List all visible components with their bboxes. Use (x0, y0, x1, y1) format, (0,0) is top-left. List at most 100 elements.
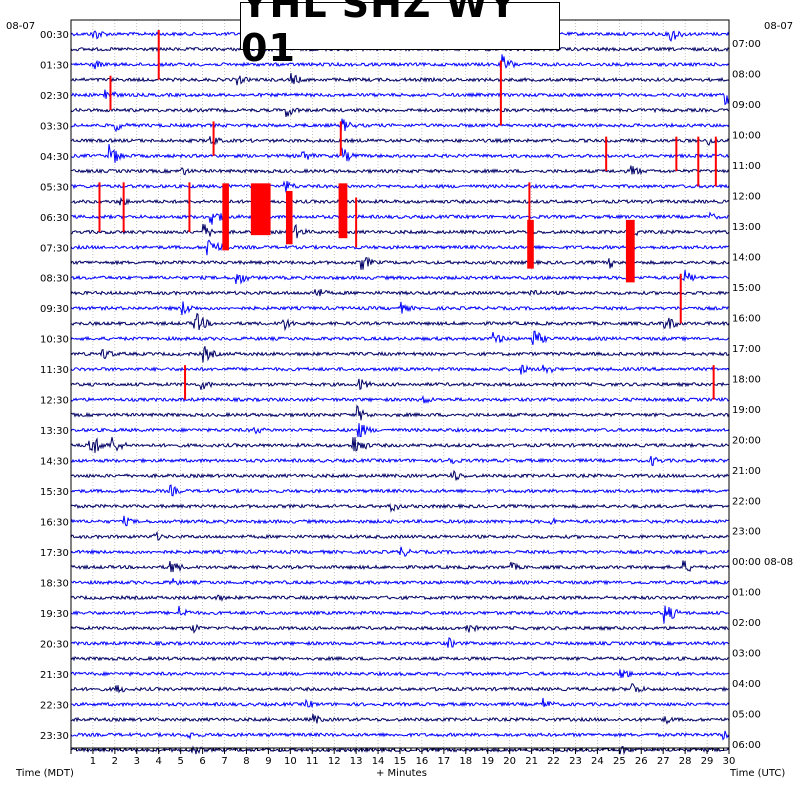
x-tick-label: 23 (569, 756, 582, 767)
trace-row (70, 223, 730, 239)
trace-row (70, 364, 730, 375)
right-time-label: 01:00 (732, 588, 761, 599)
trace-row (70, 730, 730, 741)
left-time-label: 11:30 (40, 365, 69, 376)
clipped-block (625, 219, 635, 283)
trace-row (70, 301, 730, 316)
x-tick-label: 27 (657, 756, 670, 767)
clipped-block (285, 190, 293, 245)
chart-title: YHL SHZ WY 01 (241, 0, 518, 70)
trace-row (71, 165, 730, 176)
right-time-label: 15:00 (732, 283, 761, 294)
left-time-label: 09:30 (40, 304, 69, 315)
right-time-label: 10:00 (732, 131, 761, 142)
x-tick-label: 30 (723, 756, 736, 767)
trace-row (70, 73, 730, 86)
trace-row (70, 669, 730, 679)
right-time-label: 16:00 (732, 313, 761, 324)
trace-row (70, 455, 730, 467)
right-date-label: 08-07 (764, 21, 794, 32)
chart-title-box: YHL SHZ WY 01 (240, 0, 560, 70)
right-time-label: 02:00 (732, 618, 761, 629)
x-tick-label: 25 (613, 756, 626, 767)
trace-row (70, 346, 730, 363)
trace-row (70, 594, 730, 602)
left-date-label: 08-07 (6, 21, 36, 32)
x-axis-label: + Minutes (376, 768, 427, 779)
left-time-label: 19:30 (40, 609, 69, 620)
left-time-label: 16:30 (40, 517, 69, 528)
x-tick-label: 6 (199, 756, 205, 767)
trace-row (70, 697, 730, 708)
right-time-label: 21:00 (732, 466, 761, 477)
right-time-label: 05:00 (732, 710, 761, 721)
left-time-label: 06:30 (40, 213, 69, 224)
right-time-label: 20:00 (732, 435, 761, 446)
trace-row (70, 560, 730, 573)
trace-row (70, 107, 730, 117)
x-tick-label: 1 (90, 756, 96, 767)
trace-row (70, 530, 730, 541)
trace-row (70, 54, 730, 71)
x-tick-label: 4 (156, 756, 162, 767)
trace-row (70, 330, 730, 345)
trace-row (70, 144, 730, 163)
x-tick-label: 3 (134, 756, 140, 767)
x-tick-label: 29 (701, 756, 714, 767)
right-time-label: 23:00 (732, 527, 761, 538)
x-tick-label: 7 (221, 756, 227, 767)
clipped-block (527, 219, 534, 269)
left-time-label: 03:30 (40, 121, 69, 132)
trace-row (70, 546, 730, 557)
x-tick-label: 13 (350, 756, 363, 767)
trace-row (70, 239, 730, 256)
clipped-block (250, 183, 271, 236)
trace-row (70, 578, 730, 586)
x-tick-label: 10 (284, 756, 297, 767)
right-time-label: 04:00 (732, 679, 761, 690)
x-tick-label: 16 (416, 756, 429, 767)
trace-row (70, 515, 730, 527)
clipped-block (338, 183, 348, 239)
trace-row (70, 269, 730, 285)
clipped-block (222, 183, 229, 251)
right-time-label: 11:00 (732, 161, 761, 172)
trace-row (70, 404, 730, 421)
trace-row (70, 484, 730, 497)
x-tick-label: 14 (372, 756, 385, 767)
right-time-label: 13:00 (732, 222, 761, 233)
right-time-label: 03:00 (732, 649, 761, 660)
x-tick-label: 9 (265, 756, 271, 767)
x-tick-label: 26 (635, 756, 648, 767)
left-time-label: 14:30 (40, 457, 69, 468)
x-tick-label: 12 (328, 756, 341, 767)
trace-row (70, 623, 730, 634)
trace-row (70, 655, 730, 662)
right-time-label: 08:00 (732, 70, 761, 81)
x-tick-label: 11 (306, 756, 319, 767)
left-axis-label: Time (MDT) (16, 768, 74, 779)
x-tick-label: 24 (591, 756, 604, 767)
trace-row (70, 437, 730, 453)
left-time-label: 17:30 (40, 548, 69, 559)
trace-row (70, 136, 730, 146)
left-time-label: 20:30 (40, 639, 69, 650)
right-time-label: 06:00 (732, 740, 761, 751)
y-axis-labels: 00:30 01:30 02:30 03:30 04:30 05:30 06:30 07:30… (40, 30, 793, 751)
trace-row (70, 118, 730, 133)
trace-row (70, 605, 730, 624)
left-time-label: 21:30 (40, 670, 69, 681)
x-tick-label: 2 (112, 756, 118, 767)
x-tick-label: 22 (547, 756, 560, 767)
left-time-label: 10:30 (40, 335, 69, 346)
x-tick-label: 5 (177, 756, 183, 767)
trace-row (70, 180, 730, 193)
left-time-label: 18:30 (40, 578, 69, 589)
x-tick-label: 8 (243, 756, 249, 767)
trace-row (70, 469, 730, 481)
left-time-label: 15:30 (40, 487, 69, 498)
trace-row (70, 502, 730, 513)
trace-row (70, 395, 730, 404)
x-tick-label: 18 (459, 756, 472, 767)
trace-row (70, 713, 730, 725)
